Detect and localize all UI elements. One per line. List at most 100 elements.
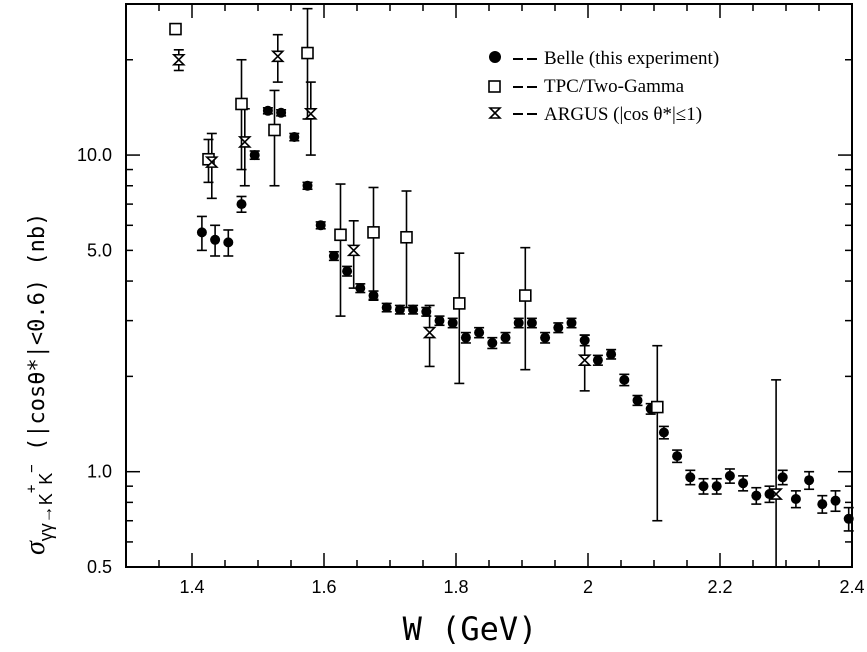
data-point-belle: [394, 304, 405, 315]
x-axis-label: W (GeV): [403, 610, 538, 648]
data-point-tpc: [650, 400, 664, 414]
data-point-argus: [577, 354, 592, 366]
data-point-tpc: [518, 289, 532, 302]
data-point-belle: [579, 335, 590, 346]
data-point-belle: [592, 355, 603, 366]
data-point-belle: [817, 499, 828, 510]
y-tick-label: 10.0: [77, 145, 112, 165]
data-point-belle: [210, 234, 221, 245]
legend-label-belle: Belle (this experiment): [544, 48, 719, 69]
data-point-belle: [658, 427, 669, 438]
data-point-belle: [777, 472, 788, 483]
y-label-sup2: −: [24, 464, 40, 472]
data-point-belle: [342, 266, 353, 277]
legend-item-belle: Belle (this experiment): [489, 48, 719, 69]
data-point-argus: [303, 108, 318, 120]
data-point-belle: [672, 451, 683, 462]
y-label-condition: (|cosθ*|<0.6) (nb): [25, 213, 50, 465]
svg-text:σγγ→K+K− (|cosθ*|<0.6) (nb): σγγ→K+K− (|cosθ*|<0.6) (nb): [20, 213, 56, 555]
data-point-argus: [270, 50, 285, 63]
data-point-belle: [474, 327, 485, 338]
data-point-argus: [171, 53, 186, 66]
data-point-belle: [447, 317, 458, 328]
data-point-belle: [738, 478, 749, 489]
legend-marker-open-square: [488, 80, 501, 93]
y-tick-labels: 0.5 1.0 5.0 10.0: [77, 145, 112, 577]
axis-ticks: [125, 3, 853, 568]
data-point-belle: [685, 472, 696, 483]
data-point-belle: [632, 395, 643, 406]
data-point-belle: [553, 322, 564, 333]
data-point-belle: [276, 107, 287, 118]
data-point-belle: [790, 493, 801, 504]
data-point-tpc: [301, 46, 314, 60]
data-point-belle: [262, 105, 273, 116]
data-point-belle: [830, 495, 841, 506]
legend-marker-filled-circle: [489, 51, 501, 63]
x-tick-label: 2.4: [839, 577, 864, 597]
legend-marker-hourglass: [488, 107, 502, 119]
x-tick-label: 2: [583, 577, 593, 597]
data-point-belle: [606, 349, 617, 360]
data-point-belle: [302, 180, 313, 191]
data-point-belle: [619, 374, 630, 385]
y-label-sub: γγ→K: [36, 493, 56, 541]
data-point-belle: [843, 513, 854, 524]
data-point-belle: [526, 317, 537, 328]
data-point-belle: [223, 237, 234, 248]
data-point-belle: [804, 475, 815, 486]
data-point-belle: [487, 337, 498, 348]
data-point-belle: [460, 332, 471, 343]
data-point-belle: [249, 150, 260, 161]
data-point-argus: [237, 136, 252, 148]
data-point-belle: [315, 220, 326, 231]
legend-label-tpc: TPC/Two-Gamma: [544, 76, 685, 97]
data-point-belle: [408, 304, 419, 315]
data-point-tpc: [367, 226, 380, 239]
data-point-belle: [368, 290, 379, 301]
data-point-belle: [500, 332, 511, 343]
data-point-belle: [434, 315, 445, 326]
y-label-sigma: σ: [20, 540, 51, 555]
data-point-belle: [724, 470, 735, 481]
error-bars: [173, 7, 854, 568]
data-point-tpc: [400, 230, 413, 244]
data-point-belle: [566, 317, 577, 328]
y-label-k2: K: [36, 473, 56, 485]
x-tick-labels: 1.4 1.6 1.8 2 2.2 2.4: [179, 577, 864, 597]
x-tick-label: 2.2: [707, 577, 732, 597]
data-point-belle: [698, 481, 709, 492]
data-point-belle: [328, 250, 339, 261]
x-tick-label: 1.4: [179, 577, 204, 597]
data-point-argus: [204, 156, 219, 168]
y-tick-label: 5.0: [87, 240, 112, 260]
legend: Belle (this experiment) TPC/Two-Gamma AR…: [488, 48, 719, 125]
data-point-argus: [422, 326, 437, 339]
legend-item-argus: ARGUS (|cos θ*|≤1): [488, 104, 702, 125]
y-tick-label: 0.5: [87, 557, 112, 577]
data-point-belle: [751, 490, 762, 501]
data-markers: [169, 22, 854, 524]
data-point-argus: [769, 488, 784, 500]
data-point-belle: [711, 481, 722, 492]
data-point-belle: [513, 317, 524, 328]
data-point-tpc: [452, 297, 466, 310]
data-point-belle: [764, 489, 775, 500]
x-tick-label: 1.6: [311, 577, 336, 597]
data-point-belle: [355, 283, 366, 294]
data-point-tpc: [334, 228, 347, 242]
data-point-belle: [421, 306, 432, 317]
data-point-argus: [346, 244, 361, 257]
data-point-belle: [236, 199, 247, 210]
y-tick-label: 1.0: [87, 462, 112, 482]
x-tick-label: 1.8: [443, 577, 468, 597]
data-point-belle: [381, 302, 392, 313]
y-label-sup1: +: [24, 485, 40, 493]
data-point-belle: [196, 227, 207, 238]
data-point-belle: [289, 132, 300, 143]
data-point-tpc: [169, 22, 182, 36]
data-point-tpc: [235, 97, 248, 111]
legend-label-argus: ARGUS (|cos θ*|≤1): [544, 104, 702, 125]
data-point-tpc: [268, 123, 281, 137]
